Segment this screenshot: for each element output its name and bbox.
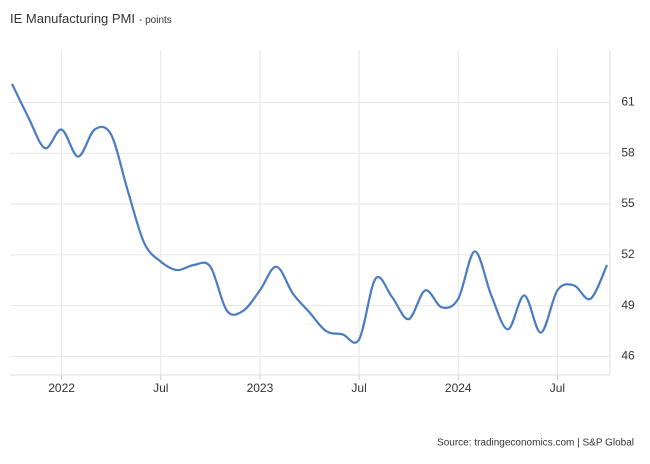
y-tick-label: 55 xyxy=(621,196,635,210)
subtitle: - points xyxy=(139,15,172,26)
x-tick-label: Jul xyxy=(550,381,565,395)
y-tick-label: 46 xyxy=(621,349,635,363)
x-tick-label: Jul xyxy=(351,381,366,395)
y-tick-label: 61 xyxy=(621,95,635,109)
chart-title: IE Manufacturing PMI - points xyxy=(10,11,172,26)
y-tick-label: 58 xyxy=(621,145,635,159)
y-tick-label: 49 xyxy=(621,298,635,312)
source: Source: tradingeconomics.com | S&P Globa… xyxy=(437,438,634,449)
x-tick-label: 2024 xyxy=(445,381,472,395)
x-tick-label: 2022 xyxy=(48,381,75,395)
x-tick-label: Jul xyxy=(153,381,168,395)
x-tick-label: 2023 xyxy=(247,381,274,395)
line xyxy=(11,83,609,344)
y-tick-label: 52 xyxy=(621,247,635,261)
title: IE Manufacturing PMI xyxy=(10,11,135,26)
